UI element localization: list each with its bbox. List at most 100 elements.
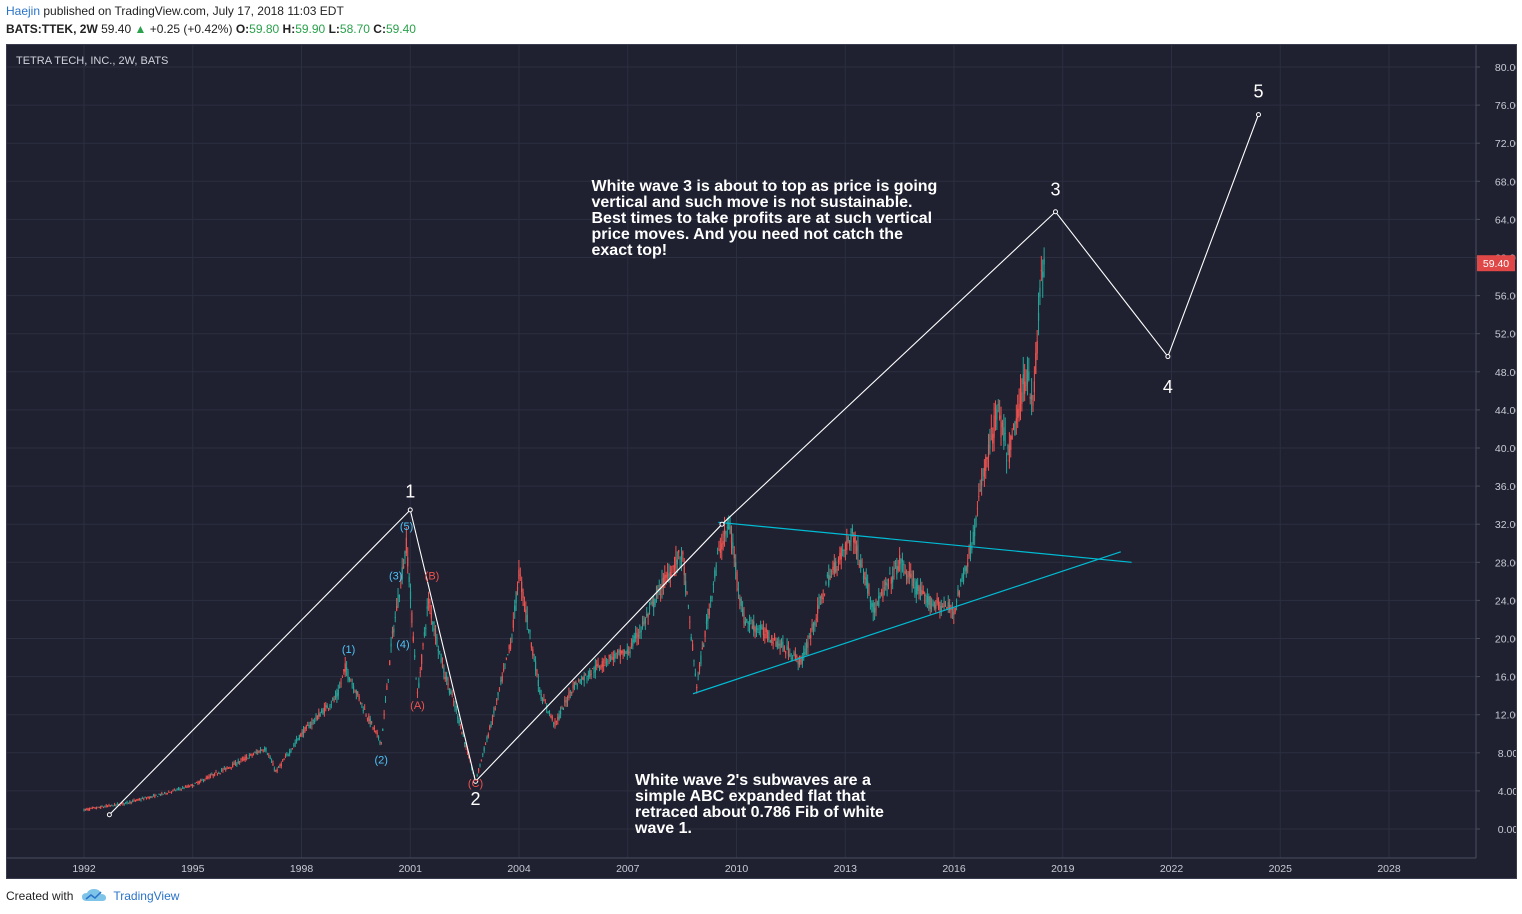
candle-body xyxy=(198,781,200,783)
candle-body xyxy=(505,657,507,660)
candle-body xyxy=(109,805,111,807)
candle-body xyxy=(444,677,446,680)
x-tick-label: 2004 xyxy=(507,863,531,875)
candle-body xyxy=(320,710,323,713)
candle-body xyxy=(307,725,309,726)
candle-body xyxy=(600,666,602,669)
tradingview-link[interactable]: TradingView xyxy=(113,889,180,903)
candle-body xyxy=(409,591,412,600)
candle-body xyxy=(140,799,142,801)
last-price-label: 59.40 xyxy=(1483,258,1509,270)
candle-body xyxy=(298,735,300,740)
wave-label: 4 xyxy=(1163,377,1173,397)
candle-body xyxy=(414,655,416,658)
candle-body xyxy=(874,608,876,613)
candle-body xyxy=(887,580,890,581)
candle-body xyxy=(126,801,128,804)
y-tick-label: 72.00 xyxy=(1495,138,1516,150)
candle-body xyxy=(696,686,698,689)
price-chart[interactable]: 1 2 3 4 5 (1) (2) (3) (4) (5) (A) (B) (C) White wave… xyxy=(7,45,1516,878)
candle-body xyxy=(579,679,581,684)
candle-body xyxy=(150,796,152,798)
candle-body xyxy=(985,457,987,471)
candle-body xyxy=(901,559,903,563)
candle-body xyxy=(289,751,291,754)
candle-body xyxy=(272,763,274,766)
candle-body xyxy=(621,650,623,654)
author-link[interactable]: Haejin xyxy=(6,4,41,18)
y-tick-label: 64.00 xyxy=(1495,214,1516,226)
candle-body xyxy=(295,739,298,742)
wave-label: 1 xyxy=(405,482,415,502)
candle-body xyxy=(861,565,863,567)
candle-body xyxy=(685,580,687,593)
candle-body xyxy=(643,621,645,625)
candle-body xyxy=(247,758,249,760)
candle-body xyxy=(457,715,459,719)
candle-body xyxy=(879,595,881,597)
y-tick-label: 16.00 xyxy=(1495,672,1516,684)
candle-body xyxy=(657,588,659,592)
candle-body xyxy=(214,772,216,776)
candle-body xyxy=(503,668,505,671)
candle-body xyxy=(823,593,826,595)
candle-body xyxy=(423,632,426,636)
candle-body xyxy=(555,720,558,722)
candle-body xyxy=(1024,381,1026,394)
candle-body xyxy=(1025,385,1027,386)
candle-body xyxy=(369,718,371,724)
candle-body xyxy=(867,581,869,594)
candle-body xyxy=(207,777,209,779)
candle-body xyxy=(411,612,413,624)
annotation-line: exact top! xyxy=(592,242,668,259)
candle-body xyxy=(1012,423,1015,430)
candle-body xyxy=(1028,371,1030,381)
candle-body xyxy=(352,686,355,690)
candle-body xyxy=(666,572,669,577)
chart-panel[interactable]: 1 2 3 4 5 (1) (2) (3) (4) (5) (A) (B) (C) White wave… xyxy=(6,44,1517,879)
candle-body xyxy=(653,598,655,608)
candle-body xyxy=(651,601,653,604)
candle-body xyxy=(694,673,696,677)
candle-body xyxy=(275,770,277,772)
candle-body xyxy=(84,809,86,810)
candle-body xyxy=(325,705,327,708)
candle-body xyxy=(992,433,994,444)
candle-body xyxy=(258,750,260,753)
candle-body xyxy=(501,675,503,682)
candle-body xyxy=(942,606,944,607)
candle-body xyxy=(514,605,516,612)
candle-body xyxy=(104,806,106,808)
annotation-line: retraced about 0.786 Fib of white xyxy=(635,804,884,821)
candle-body xyxy=(611,653,613,655)
up-arrow-icon: ▲ xyxy=(134,22,147,36)
candle-body xyxy=(339,686,341,688)
candle-body xyxy=(860,560,862,567)
wave-label: (5) xyxy=(400,521,413,533)
trendline xyxy=(718,521,1132,563)
candle-body xyxy=(905,573,908,578)
candle-body xyxy=(590,673,592,675)
candle-body xyxy=(234,761,237,765)
candle-body xyxy=(604,656,606,663)
candle-body xyxy=(565,700,567,703)
wave-point xyxy=(407,507,413,513)
candle-body xyxy=(297,738,299,740)
x-tick-label: 2010 xyxy=(725,863,749,875)
candle-body xyxy=(626,649,628,654)
candle-body xyxy=(882,589,884,598)
candle-body xyxy=(616,650,619,652)
x-tick-label: 2022 xyxy=(1160,863,1184,875)
candle-body xyxy=(740,599,742,606)
candle-body xyxy=(623,651,626,657)
candle-body xyxy=(753,621,755,631)
candle-body xyxy=(314,720,316,723)
price-change: +0.25 (+0.42%) xyxy=(149,22,233,36)
candle-body xyxy=(630,642,633,648)
wave-point xyxy=(1165,354,1171,360)
candle-body xyxy=(368,715,370,722)
candle-body xyxy=(1036,340,1038,354)
candle-body xyxy=(669,572,671,578)
candle-body xyxy=(137,799,139,800)
annotation-line: price moves. And you need not catch the xyxy=(592,226,904,243)
